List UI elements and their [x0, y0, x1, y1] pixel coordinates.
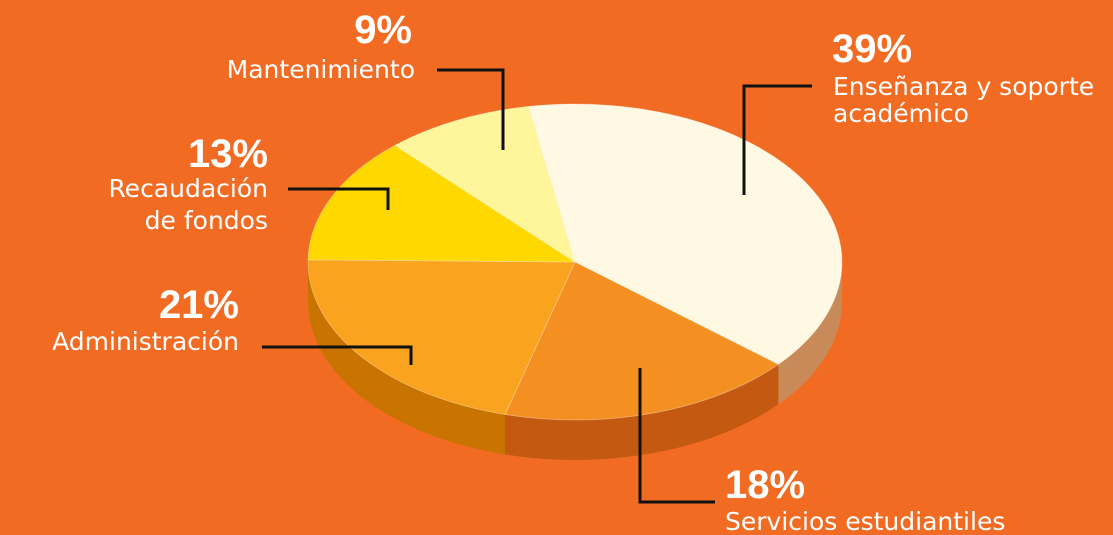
name-label-ensenanza-1: Enseñanza y soporte — [833, 72, 1094, 101]
pct-label-mantenimiento: 9% — [354, 8, 412, 52]
name-label-administracion: Administración — [52, 327, 239, 356]
pct-label-ensenanza: 39% — [832, 27, 912, 71]
name-label-recaudacion-2: de fondos — [145, 206, 268, 235]
pie-side-ensenanza — [778, 262, 842, 405]
pct-label-administracion: 21% — [159, 283, 239, 327]
slice-label-ensenanza: 39% Enseñanza y soporte académico — [832, 27, 1094, 128]
slice-label-mantenimiento: 9% Mantenimiento — [227, 8, 415, 84]
leader-line-mantenimiento — [437, 68, 505, 150]
leader-line-recaudacion — [288, 187, 390, 210]
name-label-servicios: Servicios estudiantiles — [725, 507, 1005, 535]
name-label-recaudacion-1: Recaudación — [108, 174, 268, 203]
pie-sides — [308, 262, 842, 460]
leader-line-ensenanza — [742, 84, 812, 195]
pie-slice-ensenanza — [528, 103, 843, 365]
name-label-mantenimiento: Mantenimiento — [227, 55, 415, 84]
leader-line-administracion — [262, 345, 413, 365]
pie-slices — [307, 103, 843, 421]
pie-slice-recaudacion — [307, 144, 577, 263]
pie-slice-administracion — [307, 259, 576, 415]
leader-line-servicios — [638, 368, 715, 504]
leader-lines — [262, 68, 812, 504]
pct-label-servicios: 18% — [725, 463, 805, 507]
pct-label-recaudacion: 13% — [188, 132, 268, 176]
pie-side-servicios — [505, 364, 779, 460]
pie-slice-servicios — [504, 261, 780, 421]
slice-label-servicios: 18% Servicios estudiantiles — [725, 463, 1005, 535]
name-label-ensenanza-2: académico — [833, 99, 969, 128]
slice-label-recaudacion: 13% Recaudación de fondos — [108, 132, 268, 235]
pie-side-administracion — [308, 262, 505, 455]
slice-label-administracion: 21% Administración — [52, 283, 239, 356]
pie-slice-mantenimiento — [394, 105, 576, 263]
